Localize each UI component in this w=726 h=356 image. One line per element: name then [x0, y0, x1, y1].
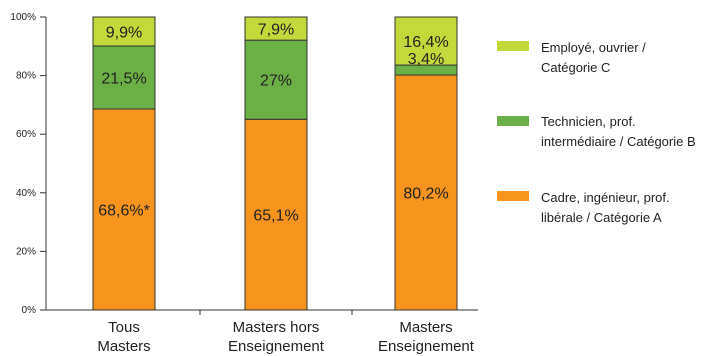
y-tick-label: 80%	[16, 71, 36, 82]
x-category-label: Masters	[97, 338, 150, 355]
bar-value-label: 68,6%*	[98, 203, 150, 220]
bar-value-label: 21,5%	[101, 71, 146, 88]
legend-label: Employé, ouvrier /	[541, 40, 646, 55]
bar-value-label: 9,9%	[106, 25, 142, 42]
bar-value-label: 16,4%	[403, 34, 448, 51]
legend-label: Cadre, ingénieur, prof.	[541, 190, 670, 205]
legend-swatch	[497, 191, 529, 201]
bar-segment	[394, 16, 458, 66]
bar-segment	[244, 16, 308, 41]
legend-swatch	[497, 41, 529, 51]
y-tick-label: 60%	[16, 129, 36, 140]
bar-value-label: 80,2%	[403, 186, 448, 203]
legend-label: libérale / Catégorie A	[541, 210, 662, 225]
x-category-label: Masters hors	[233, 319, 320, 336]
bar-value-label: 27%	[260, 73, 292, 90]
x-category-label: Enseignement	[378, 338, 475, 355]
legend-label: Technicien, prof.	[541, 114, 636, 129]
bar-segment	[92, 16, 156, 47]
x-category-label: Tous	[108, 319, 140, 336]
legend-label: Catégorie C	[541, 60, 610, 75]
bar-value-label: 65,1%	[253, 208, 298, 225]
legend-swatch	[497, 116, 529, 126]
y-tick-label: 0%	[22, 305, 37, 316]
data-labels: 68,6%* 21,5% 9,9% 65,1% 27% 7,9% 80,2% 3,4%16,4…	[98, 22, 448, 225]
x-category-label: Masters	[399, 319, 452, 336]
y-tick-label: 100%	[10, 12, 36, 23]
legend: Employé, ouvrier / Catégorie C Technicien,…	[497, 40, 696, 225]
axes: 0% 20% 40% 60% 80% 100% Tous Masters Masters hor…	[10, 12, 478, 355]
x-category-label: Enseignement	[228, 338, 325, 355]
bar-segment	[92, 45, 156, 110]
bars	[92, 16, 458, 311]
bar-value-label: 7,9%	[258, 22, 294, 39]
y-tick-label: 40%	[16, 188, 36, 199]
bar-segment	[244, 39, 308, 120]
bar-segment	[92, 108, 156, 311]
y-tick-label: 20%	[16, 246, 36, 257]
bar-value-label: 3,4%	[408, 51, 444, 68]
legend-label: intermédiaire / Catégorie B	[541, 134, 696, 149]
